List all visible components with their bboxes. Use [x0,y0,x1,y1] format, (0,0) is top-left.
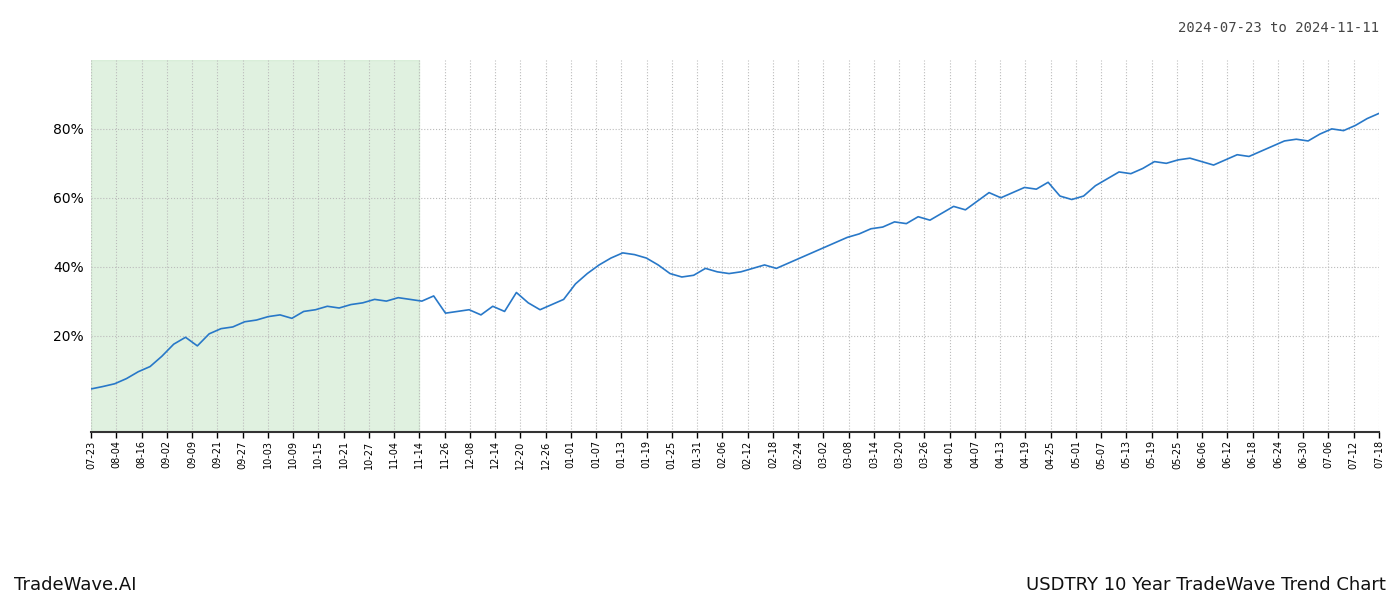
Text: TradeWave.AI: TradeWave.AI [14,576,137,594]
Text: 2024-07-23 to 2024-11-11: 2024-07-23 to 2024-11-11 [1177,21,1379,35]
Text: USDTRY 10 Year TradeWave Trend Chart: USDTRY 10 Year TradeWave Trend Chart [1026,576,1386,594]
Bar [91,60,420,432]
